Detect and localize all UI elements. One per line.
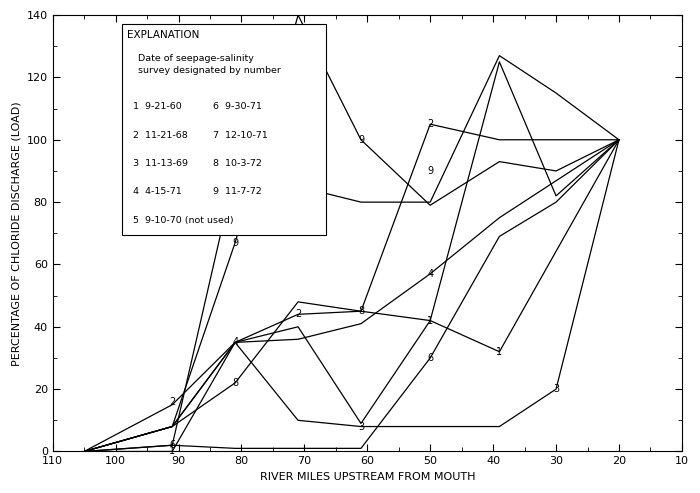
Text: 3: 3 [553, 384, 559, 394]
Text: (177): (177) [286, 25, 310, 34]
Text: 1  9-21-60: 1 9-21-60 [133, 103, 182, 111]
Text: 1: 1 [496, 347, 503, 357]
Text: 9: 9 [427, 166, 433, 176]
Text: 7: 7 [295, 181, 301, 192]
Text: 9: 9 [358, 135, 364, 145]
Text: 3: 3 [358, 422, 364, 431]
Text: 2  11-21-68: 2 11-21-68 [133, 131, 188, 140]
Text: 1: 1 [427, 316, 433, 325]
Text: 4  4-15-71: 4 4-15-71 [133, 187, 182, 197]
Text: 7: 7 [232, 166, 238, 176]
Text: 9  11-7-72: 9 11-7-72 [213, 187, 262, 197]
Text: 6: 6 [169, 440, 175, 450]
Text: 6  9-30-71: 6 9-30-71 [213, 103, 262, 111]
Text: 2: 2 [169, 396, 175, 407]
Text: 6: 6 [427, 353, 433, 363]
X-axis label: RIVER MILES UPSTREAM FROM MOUTH: RIVER MILES UPSTREAM FROM MOUTH [260, 472, 475, 482]
FancyBboxPatch shape [122, 24, 326, 236]
Text: 9: 9 [232, 238, 238, 247]
Text: 2: 2 [427, 119, 433, 129]
Text: 8: 8 [358, 306, 364, 316]
Text: 5  9-10-70 (not used): 5 9-10-70 (not used) [133, 216, 234, 225]
Text: 8: 8 [232, 378, 238, 388]
Text: 1: 1 [169, 447, 175, 457]
Text: 4: 4 [232, 337, 238, 348]
Y-axis label: PERCENTAGE OF CHLORIDE DISCHARGE (LOAD): PERCENTAGE OF CHLORIDE DISCHARGE (LOAD) [11, 101, 21, 366]
Text: 8  10-3-72: 8 10-3-72 [213, 159, 262, 168]
Text: 2: 2 [295, 309, 301, 319]
Text: Date of seepage-salinity
survey designated by number: Date of seepage-salinity survey designat… [138, 54, 281, 75]
Text: EXPLANATION: EXPLANATION [127, 31, 199, 40]
Text: 7  12-10-71: 7 12-10-71 [213, 131, 268, 140]
Text: 4: 4 [427, 269, 433, 279]
Text: 3  11-13-69: 3 11-13-69 [133, 159, 188, 168]
